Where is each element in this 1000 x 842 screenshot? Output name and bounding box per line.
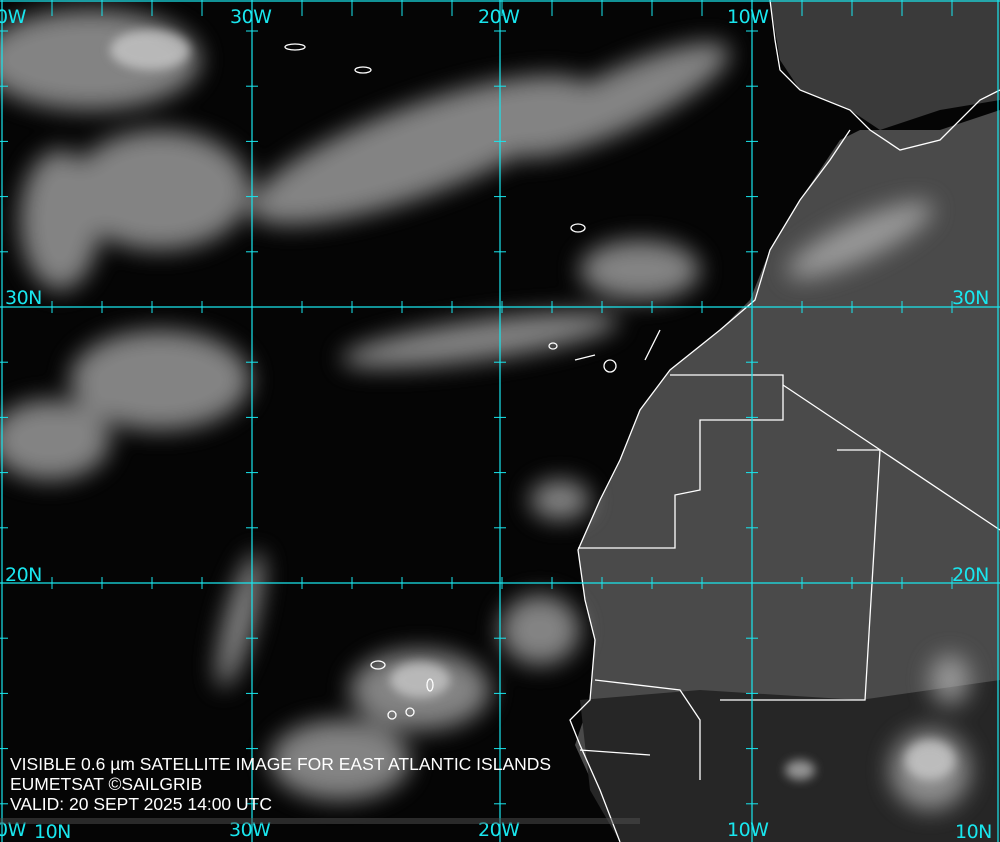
- lon-label-top: 20W: [478, 6, 520, 28]
- lon-label-top: 10W: [727, 6, 769, 28]
- coastlines: [284, 0, 1000, 842]
- lon-label-bottom: 20W: [478, 819, 520, 841]
- iberia-land: [770, 0, 1000, 130]
- caption-valid-time: VALID: 20 SEPT 2025 14:00 UTC: [10, 794, 272, 814]
- lat-label-left: 20N: [5, 564, 42, 586]
- lon-label-bottom: 30W: [229, 819, 271, 841]
- lat-label-right: 30N: [952, 287, 989, 309]
- africa-land: [575, 110, 1000, 842]
- lat-label-right: 20N: [952, 564, 989, 586]
- caption-band: [0, 818, 640, 824]
- lat-label-left: 10N: [34, 821, 71, 842]
- lat-label-left: 30N: [5, 287, 42, 309]
- lat-label-right: 10N: [955, 821, 992, 842]
- caption-title: VISIBLE 0.6 µm SATELLITE IMAGE FOR EAST …: [10, 754, 552, 774]
- grid-ticks: [0, 0, 953, 805]
- caption-source: EUMETSAT ©SAILGRIB: [10, 774, 203, 794]
- lon-label-bottom: 0W: [0, 819, 26, 841]
- lon-label-top: 30W: [230, 6, 272, 28]
- lon-label-top: 0W: [0, 6, 26, 28]
- bright-cloud-cores: [110, 30, 955, 780]
- lon-label-bottom: 10W: [727, 819, 769, 841]
- sahel-dark: [580, 680, 1000, 842]
- image-caption: VISIBLE 0.6 µm SATELLITE IMAGE FOR EAST …: [10, 754, 551, 814]
